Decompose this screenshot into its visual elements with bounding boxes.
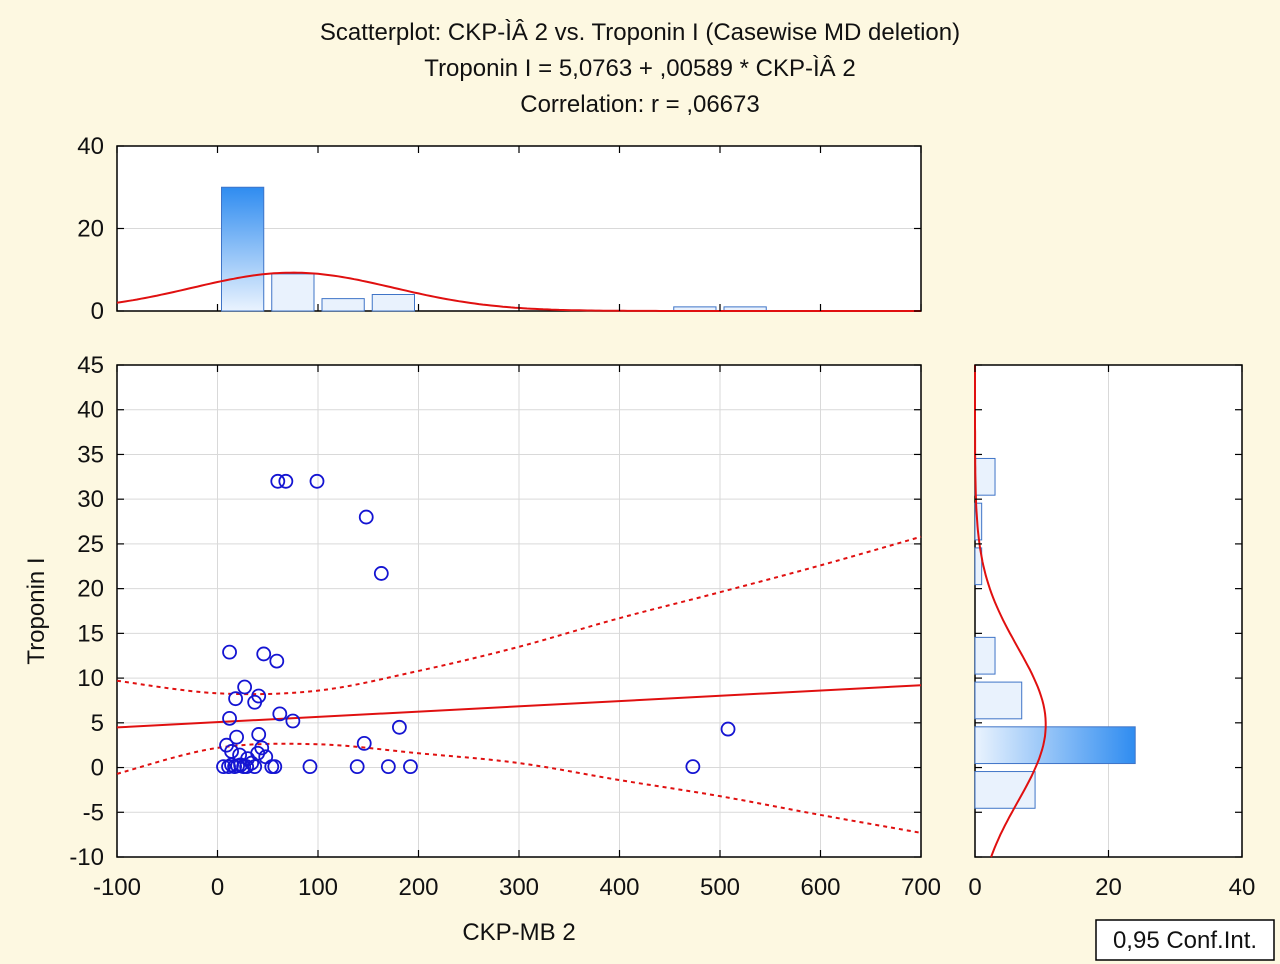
data-point — [222, 710, 237, 726]
data-point — [233, 757, 249, 773]
xhist-y-tick-label: 0 — [91, 298, 104, 325]
conf-band-lower — [116, 742, 922, 834]
data-point — [270, 473, 286, 489]
y-tick-label: 35 — [77, 441, 104, 468]
data-point — [251, 727, 267, 742]
yhist-bar — [974, 681, 1023, 720]
y-axis-label: Troponin I — [23, 557, 50, 664]
conf-band-upper — [116, 535, 922, 696]
data-point — [349, 759, 365, 775]
x-tick-label: 700 — [901, 874, 941, 901]
data-point — [285, 713, 301, 729]
x-tick-label: 300 — [499, 874, 539, 901]
y-tick-label: 15 — [77, 620, 104, 647]
data-point — [685, 759, 701, 775]
yhist-normal-curve — [974, 365, 1047, 858]
data-point — [237, 679, 253, 695]
data-point — [267, 759, 283, 775]
data-point — [247, 694, 263, 710]
yhist-bar — [974, 457, 996, 496]
data-point — [278, 473, 294, 489]
xhist-bar — [271, 273, 315, 312]
y-tick-label: 10 — [77, 665, 104, 692]
data-point — [228, 691, 243, 707]
data-point — [229, 729, 244, 745]
data-point — [216, 759, 231, 775]
chart-correlation: Correlation: r = ,06673 — [520, 91, 759, 118]
data-point — [256, 646, 272, 662]
data-point — [309, 473, 325, 489]
scatter-panel: -100 0 100 200 300 400 500 600 700 -10 -5 0 5 10 15 20 2… — [69, 352, 941, 901]
legend: 0,95 Conf.Int. — [1095, 919, 1275, 961]
data-point — [244, 755, 260, 771]
xhist-bar — [371, 294, 415, 312]
x-histogram-panel: 0 20 40 — [77, 133, 922, 325]
legend-label: 0,95 Conf.Int. — [1113, 927, 1257, 954]
legend-box — [1095, 919, 1275, 961]
data-point — [222, 644, 237, 660]
yhist-bar — [974, 547, 983, 586]
data-point — [356, 735, 372, 751]
yhist-x-tick-label: 40 — [1229, 874, 1256, 901]
data-point — [247, 759, 263, 775]
yhist-bar — [974, 726, 1136, 765]
x-tick-label: 400 — [599, 874, 639, 901]
y-tick-label: 0 — [91, 755, 104, 782]
data-point — [403, 759, 418, 775]
data-point — [392, 719, 407, 735]
xhist-y-tick-label: 40 — [77, 133, 104, 160]
chart-title: Scatterplot: CKP-ÌÂ 2 vs. Troponin I (Ca… — [320, 19, 960, 46]
yhist-x-tick-label: 0 — [968, 874, 981, 901]
chart-equation: Troponin I = 5,0763 + ,00589 * CKP-ÌÂ 2 — [424, 55, 855, 82]
y-tick-label: 45 — [77, 352, 104, 379]
xhist-bar — [321, 298, 365, 312]
x-tick-label: 600 — [800, 874, 840, 901]
data-point — [358, 509, 374, 525]
y-tick-label: 30 — [77, 486, 104, 513]
x-tick-label: -100 — [93, 874, 141, 901]
x-axis-label: CKP-MB 2 — [462, 919, 575, 946]
yhist-x-tick-label: 20 — [1095, 874, 1122, 901]
data-point — [380, 759, 396, 775]
xhist-y-tick-label: 20 — [77, 216, 104, 243]
data-point — [373, 566, 389, 581]
data-point — [302, 759, 318, 775]
data-point — [272, 706, 288, 722]
y-tick-label: 25 — [77, 531, 104, 558]
data-point — [269, 653, 285, 669]
data-point — [720, 721, 736, 737]
x-tick-label: 500 — [700, 874, 740, 901]
y-tick-label: 5 — [91, 710, 104, 737]
y-tick-label: -5 — [83, 799, 104, 826]
regression-line — [116, 684, 922, 729]
xhist-bar — [221, 186, 265, 312]
y-tick-label: 40 — [77, 397, 104, 424]
x-tick-label: 0 — [211, 874, 224, 901]
yhist-bar — [974, 636, 996, 675]
y-tick-label: -10 — [69, 844, 104, 871]
y-histogram-panel: 0 20 40 — [968, 364, 1256, 901]
x-tick-label: 200 — [398, 874, 438, 901]
y-tick-label: 20 — [77, 576, 104, 603]
x-tick-label: 100 — [298, 874, 338, 901]
yhist-bar — [974, 771, 1036, 809]
